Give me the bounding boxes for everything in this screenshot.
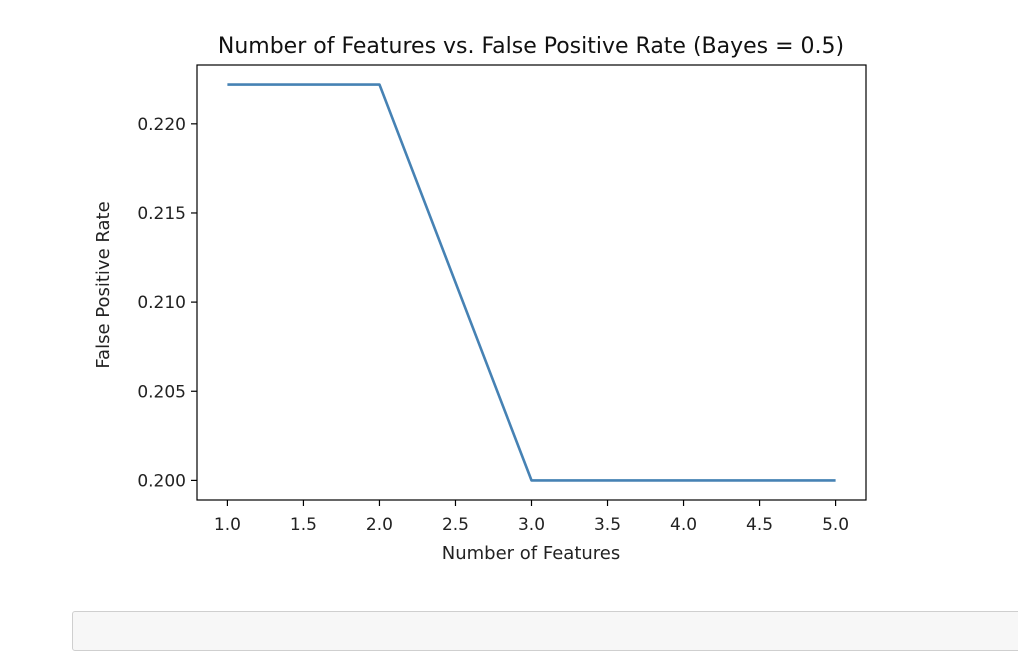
y-tick-label: 0.200 [137, 471, 186, 491]
x-axis-label: Number of Features [442, 543, 621, 564]
x-tick-label: 4.0 [670, 515, 697, 535]
y-tick-label: 0.220 [137, 115, 186, 135]
line-chart: Number of Features vs. False Positive Ra… [93, 34, 867, 564]
x-tick-label: 2.0 [366, 515, 393, 535]
y-tick-label: 0.215 [137, 204, 186, 224]
x-tick-label: 3.5 [594, 515, 621, 535]
x-tick-label: 5.0 [822, 515, 849, 535]
plot-area: 1.0 1.5 2.0 2.5 3.0 3.5 4.0 4.5 5.0 0.200 0.205 0.2… [137, 64, 867, 535]
next-notebook-cell[interactable] [72, 611, 1018, 651]
y-tick-label: 0.205 [137, 382, 186, 402]
series-line-0 [227, 83, 836, 482]
x-tick-label: 1.5 [290, 515, 317, 535]
x-tick-label: 2.5 [442, 515, 469, 535]
chart-title: Number of Features vs. False Positive Ra… [218, 34, 844, 59]
x-tick-label: 1.0 [214, 515, 241, 535]
y-axis-label: False Positive Rate [93, 201, 114, 368]
plot-frame [196, 64, 867, 501]
x-tick-label: 3.0 [518, 515, 545, 535]
x-tick-label: 4.5 [746, 515, 773, 535]
y-tick-label: 0.210 [137, 293, 186, 313]
